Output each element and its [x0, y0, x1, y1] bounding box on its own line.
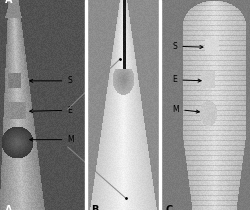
- Text: S: S: [172, 42, 203, 51]
- Text: C: C: [166, 205, 173, 210]
- Text: B: B: [91, 205, 98, 210]
- Text: A: A: [5, 0, 13, 5]
- Text: A: A: [5, 205, 13, 210]
- Text: M: M: [30, 135, 74, 144]
- Text: E: E: [30, 106, 72, 115]
- Text: M: M: [172, 105, 199, 114]
- Text: S: S: [30, 76, 72, 85]
- Text: E: E: [172, 75, 201, 84]
